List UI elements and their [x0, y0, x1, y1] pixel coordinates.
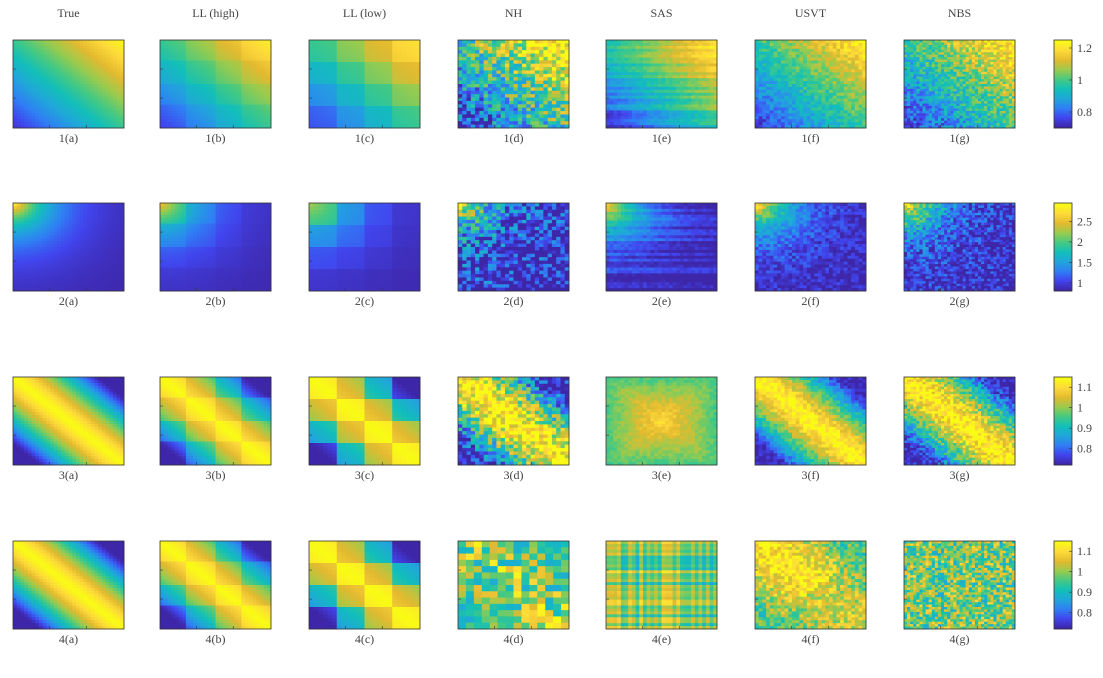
heatmap-panel [458, 377, 569, 465]
colorbar-tick-label: 1.1 [1077, 544, 1092, 558]
panel-label: 3(f) [802, 468, 820, 482]
colorbar-tick-label: 1 [1077, 73, 1083, 87]
heatmap-panel [458, 203, 569, 291]
heatmap-panel [13, 377, 124, 465]
panel-label: 3(e) [652, 468, 671, 482]
panel-label: 3(d) [504, 468, 524, 482]
colorbar-tick-label: 1.2 [1077, 41, 1092, 55]
heatmap-panel [160, 40, 271, 128]
colorbar-tick-label: 0.9 [1077, 421, 1092, 435]
panel-label: 4(f) [802, 632, 820, 646]
heatmap-panel [309, 377, 420, 465]
colorbar: 0.8 0.9 1 1.1 [1054, 377, 1092, 465]
panel-label: 4(g) [950, 632, 970, 646]
panel-label: 1(e) [652, 131, 671, 145]
panel-label: 4(a) [59, 632, 78, 646]
panel-label: 2(f) [802, 294, 820, 308]
colorbar-tick-label: 0.8 [1077, 606, 1092, 620]
column-title: NBS [948, 6, 971, 20]
column-title: LL (high) [192, 6, 239, 20]
panel-label: 4(c) [355, 632, 374, 646]
heatmap-panel [309, 40, 420, 128]
heatmap-panel [904, 40, 1015, 128]
heatmap-panel [160, 203, 271, 291]
heatmap-panel [904, 203, 1015, 291]
panel-label: 1(g) [950, 131, 970, 145]
heatmap-panel [13, 40, 124, 128]
heatmap-panel [458, 40, 569, 128]
colorbar: 1 1.5 2 2.5 [1054, 203, 1092, 291]
heatmap-panel [160, 377, 271, 465]
panel-label: 3(a) [59, 468, 78, 482]
panel-label: 2(c) [355, 294, 374, 308]
colorbar-tick-label: 2.5 [1077, 214, 1092, 228]
heatmap-panel [606, 40, 717, 128]
panel-label: 3(b) [206, 468, 226, 482]
panel-label: 3(g) [950, 468, 970, 482]
colorbar-tick-label: 1 [1077, 401, 1083, 415]
colorbar-tick-label: 0.8 [1077, 442, 1092, 456]
panel-label: 3(c) [355, 468, 374, 482]
panel-label: 1(c) [355, 131, 374, 145]
colorbar: 0.8 0.9 1 1.1 [1054, 541, 1092, 629]
panel-label: 1(b) [206, 131, 226, 145]
heatmap-panel [309, 541, 420, 629]
column-title: LL (low) [343, 6, 386, 20]
colorbar-tick-label: 0.8 [1077, 105, 1092, 119]
column-title: NH [505, 6, 523, 20]
colorbar: 0.8 1 1.2 [1054, 40, 1092, 128]
colorbar-tick-label: 0.9 [1077, 585, 1092, 599]
heatmap-panel [606, 541, 717, 629]
colorbar-tick-label: 1 [1077, 276, 1083, 290]
heatmap-panel [458, 541, 569, 629]
heatmap-panel [606, 377, 717, 465]
panel-label: 2(d) [504, 294, 524, 308]
panel-label: 1(d) [504, 131, 524, 145]
colorbar-tick-label: 2 [1077, 235, 1083, 249]
heatmap-panel [13, 203, 124, 291]
colorbar-tick-label: 1 [1077, 565, 1083, 579]
heatmap-panel [755, 40, 866, 128]
heatmap-panel [904, 541, 1015, 629]
panel-label: 2(e) [652, 294, 671, 308]
column-title: True [57, 6, 79, 20]
heatmap-panel [755, 541, 866, 629]
panel-label: 1(f) [802, 131, 820, 145]
heatmap-panel [606, 203, 717, 291]
heatmap-panel [13, 541, 124, 629]
panel-label: 4(d) [504, 632, 524, 646]
colorbar-tick-label: 1.1 [1077, 380, 1092, 394]
panel-label: 2(g) [950, 294, 970, 308]
heatmap-panel [904, 377, 1015, 465]
heatmap-panel [755, 203, 866, 291]
panel-label: 2(a) [59, 294, 78, 308]
heatmap-panel [309, 203, 420, 291]
column-title: USVT [795, 6, 827, 20]
panel-label: 1(a) [59, 131, 78, 145]
column-title: SAS [650, 6, 672, 20]
heatmap-panel [755, 377, 866, 465]
heatmap-panel [160, 541, 271, 629]
colorbar-tick-label: 1.5 [1077, 255, 1092, 269]
panel-label: 4(b) [206, 632, 226, 646]
panel-label: 2(b) [206, 294, 226, 308]
panel-label: 4(e) [652, 632, 671, 646]
